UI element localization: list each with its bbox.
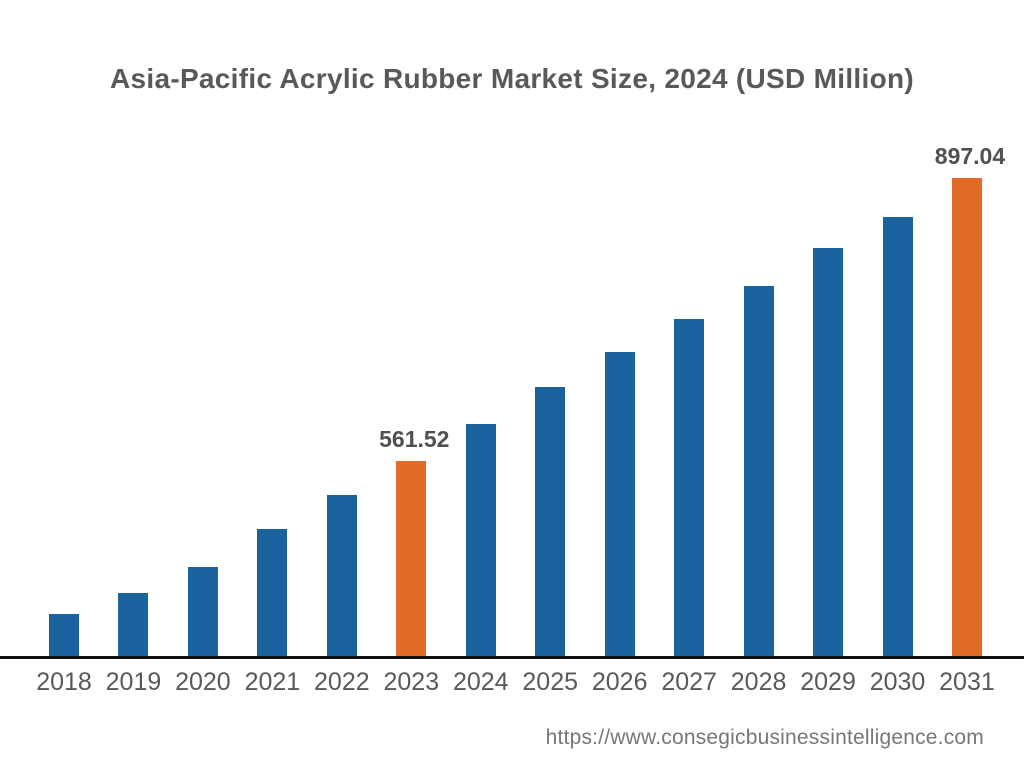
bar-2028: [743, 286, 774, 656]
x-tick-2020: 2020: [175, 668, 231, 696]
bar-2018: [49, 614, 79, 656]
bar-2031: [951, 178, 982, 656]
bar-2027: [674, 319, 705, 656]
data-label-2031: 897.04: [934, 143, 1006, 170]
bar-2025: [535, 387, 566, 656]
bar-2019: [118, 593, 149, 656]
bar-2024: [465, 424, 496, 656]
x-tick-2018: 2018: [36, 668, 92, 696]
bar-2026: [604, 352, 635, 656]
bar-2021: [257, 529, 288, 656]
x-tick-2024: 2024: [452, 668, 509, 696]
x-axis-line: [0, 656, 1024, 659]
data-label-2023: 561.52: [379, 426, 450, 453]
x-tick-2021: 2021: [244, 668, 301, 696]
x-tick-2028: 2028: [730, 668, 787, 696]
chart-title: Asia-Pacific Acrylic Rubber Market Size,…: [109, 63, 915, 94]
x-tick-2022: 2022: [314, 668, 370, 696]
x-tick-2027: 2027: [661, 668, 717, 696]
x-tick-2030: 2030: [869, 668, 926, 696]
x-tick-2026: 2026: [591, 668, 648, 696]
x-tick-2029: 2029: [800, 668, 856, 696]
bar-2020: [187, 567, 218, 656]
bar-2030: [882, 217, 913, 656]
x-tick-2019: 2019: [105, 668, 162, 696]
bar-2023: [396, 461, 427, 656]
x-tick-2031: 2031: [939, 668, 995, 696]
bar-2022: [326, 495, 357, 656]
source-url: https://www.consegicbusinessintelligence…: [545, 726, 984, 749]
x-tick-2025: 2025: [522, 668, 579, 696]
bar-2029: [813, 248, 844, 656]
x-tick-2023: 2023: [383, 668, 440, 696]
